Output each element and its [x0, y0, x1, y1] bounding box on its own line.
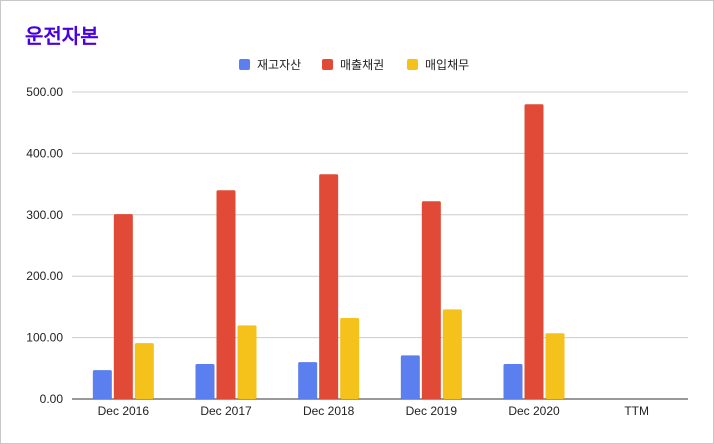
x-axis-labels: Dec 2016 Dec 2017 Dec 2018 Dec 2019 Dec 2020…: [98, 404, 649, 418]
x-tick-label: Dec 2019: [406, 404, 458, 418]
y-tick-label: 100.00: [26, 331, 63, 345]
bar: [92, 370, 112, 399]
legend-swatch: [239, 59, 250, 70]
bar: [216, 190, 236, 399]
y-tick-label: 200.00: [26, 269, 63, 283]
bar: [134, 343, 154, 399]
x-tick-label: TTM: [624, 404, 649, 418]
legend-swatch: [407, 59, 418, 70]
legend-label: 재고자산: [257, 58, 301, 72]
legend: 재고자산 매출채권 매입채무: [239, 58, 469, 72]
legend-label: 매출채권: [340, 58, 384, 72]
bar: [442, 309, 462, 399]
bar: [503, 364, 523, 399]
legend-label: 매입채무: [425, 58, 469, 72]
bar: [298, 362, 318, 399]
bar: [524, 104, 544, 399]
bar: [237, 325, 257, 399]
bar: [113, 214, 133, 399]
legend-swatch: [322, 59, 333, 70]
y-tick-label: 300.00: [26, 208, 63, 222]
chart-title: 운전자본: [25, 24, 99, 48]
gridlines: [72, 91, 688, 400]
y-tick-label: 500.00: [26, 85, 63, 99]
bar: [340, 317, 360, 399]
y-tick-label: 400.00: [26, 146, 63, 160]
x-tick-label: Dec 2020: [508, 404, 560, 418]
y-axis-labels: 0.00 100.00 200.00 300.00 400.00 500.00: [26, 85, 63, 406]
bar: [195, 364, 215, 399]
bars: [92, 104, 565, 399]
x-tick-label: Dec 2018: [303, 404, 355, 418]
y-tick-label: 0.00: [40, 392, 64, 406]
x-tick-label: Dec 2016: [98, 404, 150, 418]
bar: [400, 355, 420, 399]
bar: [421, 201, 441, 399]
bar: [545, 333, 565, 399]
x-tick-label: Dec 2017: [200, 404, 252, 418]
bar: [319, 174, 339, 399]
